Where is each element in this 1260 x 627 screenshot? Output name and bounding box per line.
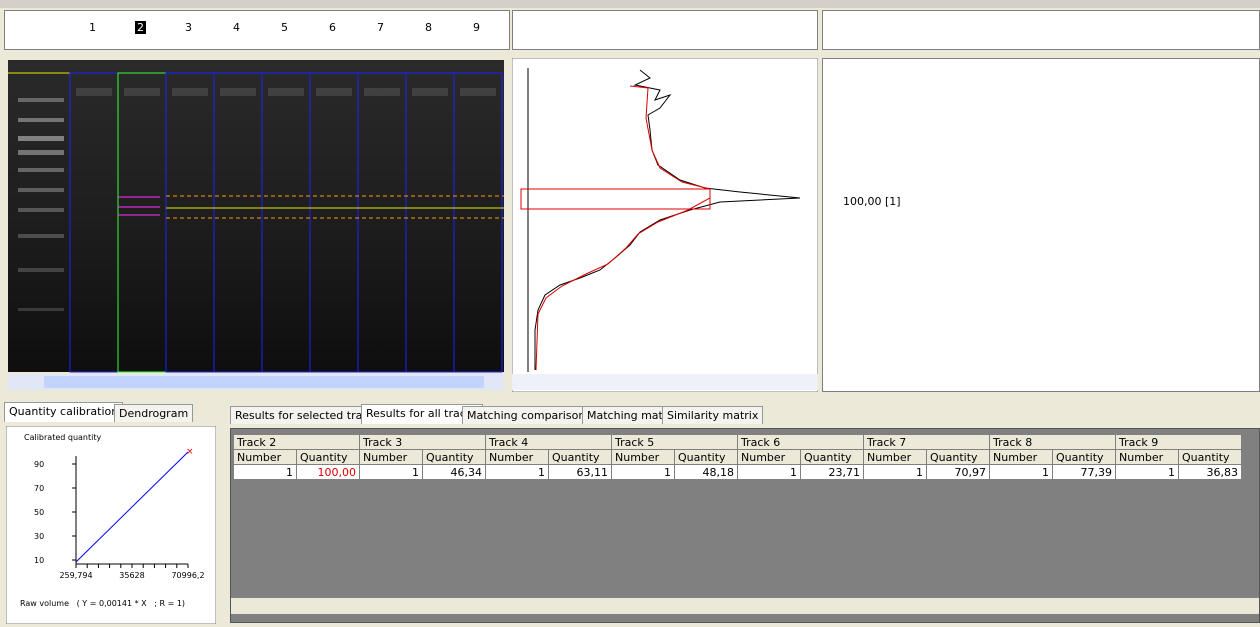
lane-smear [124,88,160,96]
cell[interactable]: 63,11 [549,465,612,480]
cell[interactable]: 1 [864,465,927,480]
tab[interactable]: Matching comparisons [462,406,596,424]
track-header: Track 7 [864,435,990,450]
app-window: 1 2 3 4 5 6 7 8 9 100,00 [1] Quantity calibratio… [0,0,1260,627]
band-header [822,10,1260,50]
cell[interactable]: 46,34 [423,465,486,480]
cell[interactable]: 70,97 [927,465,990,480]
column-header: Number [990,450,1053,465]
y-tick-label: 30 [34,532,44,541]
lane-header: 1 2 3 4 5 6 7 8 9 [4,10,510,50]
track-header: Track 5 [612,435,738,450]
cell[interactable]: 100,00 [297,465,360,480]
x-tick-label: 35628 [119,571,144,580]
cell[interactable]: 1 [486,465,549,480]
column-header: Quantity [801,450,864,465]
lane-number[interactable]: 7 [375,21,386,34]
lane-smear [460,88,496,96]
cell[interactable]: 1 [360,465,423,480]
lane-number[interactable]: 2 [135,21,146,34]
column-header: Number [738,450,801,465]
y-tick-label: 90 [34,460,44,469]
track-header: Track 8 [990,435,1116,450]
cell[interactable]: 1 [990,465,1053,480]
y-tick-label: 70 [34,484,44,493]
column-header: Quantity [927,450,990,465]
tab[interactable]: Results for selected track [230,406,380,424]
lane-number[interactable]: 3 [183,21,194,34]
cell[interactable]: 1 [234,465,297,480]
column-header: Number [486,450,549,465]
cell[interactable]: 36,83 [1179,465,1242,480]
cell[interactable]: 23,71 [801,465,864,480]
column-header: Quantity [297,450,360,465]
lane-smear [412,88,448,96]
lane-number[interactable]: 4 [231,21,242,34]
lane-number[interactable]: 1 [87,21,98,34]
column-header: Quantity [549,450,612,465]
track-header: Track 3 [360,435,486,450]
column-header: Number [360,450,423,465]
y-tick-label: 50 [34,508,44,517]
tab[interactable]: Quantity calibration [4,402,123,422]
y-tick-label: 10 [34,556,44,565]
column-header: Number [864,450,927,465]
x-tick-label: 259,794 [59,571,92,580]
cell[interactable]: 1 [1116,465,1179,480]
x-axis-label: Raw volume ( Y = 0,00141 * X ; R = 1) [20,599,185,608]
toolbar [0,0,1260,8]
h-scrollbar[interactable] [231,598,1259,614]
band-panel: 100,00 [1] [822,58,1260,392]
lane-smear [76,88,112,96]
profile-panel [512,58,818,392]
lane-smear [268,88,304,96]
lane-smear [172,88,208,96]
lane-number[interactable]: 8 [423,21,434,34]
column-header: Quantity [675,450,738,465]
track-header: Track 9 [1116,435,1242,450]
column-header: Number [612,450,675,465]
calibration-chart: Calibrated quantity × Raw volume ( Y = 0… [6,426,216,624]
cell[interactable]: 1 [738,465,801,480]
lane-smear [220,88,256,96]
lane-smear [316,88,352,96]
y-axis-label: Calibrated quantity [24,433,102,442]
lane-number[interactable]: 5 [279,21,290,34]
h-scrollbar[interactable] [512,374,818,390]
column-header: Quantity [1179,450,1242,465]
tab[interactable]: Dendrogram [114,404,193,422]
column-header: Quantity [423,450,486,465]
lane-number[interactable]: 6 [327,21,338,34]
calibration-point: × [186,447,194,457]
column-header: Quantity [1053,450,1116,465]
band-label: 100,00 [1] [843,195,901,208]
track-header: Track 2 [234,435,360,450]
cell[interactable]: 48,18 [675,465,738,480]
scroll-thumb[interactable] [44,376,484,388]
cell[interactable]: 1 [612,465,675,480]
column-header: Number [234,450,297,465]
track-header: Track 4 [486,435,612,450]
cell[interactable]: 77,39 [1053,465,1116,480]
track-header: Track 6 [738,435,864,450]
gel-background [8,60,504,372]
column-header: Number [1116,450,1179,465]
lane-number[interactable]: 9 [471,21,482,34]
profile-header [512,10,818,50]
gel-image [4,58,510,392]
lane-smear [364,88,400,96]
x-tick-label: 70996,2 [171,571,204,580]
tab[interactable]: Similarity matrix [662,406,763,424]
